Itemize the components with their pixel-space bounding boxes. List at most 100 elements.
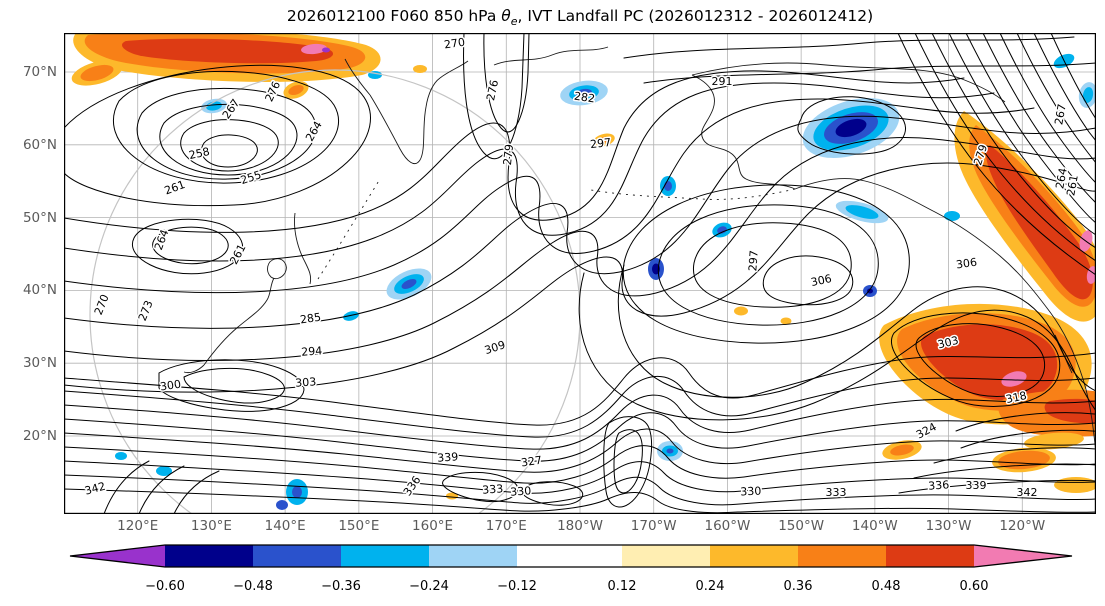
contour-label: 339 xyxy=(437,450,459,464)
colorbar-tick-label: 0.60 xyxy=(960,579,989,594)
coastlines xyxy=(183,46,1096,458)
shade-region xyxy=(322,47,330,53)
colorbar-tick-label: −0.60 xyxy=(145,579,185,594)
y-tick-label: 40°N xyxy=(22,282,57,299)
shade-region xyxy=(890,444,914,456)
shade-region xyxy=(292,486,302,498)
coastline-kyushu xyxy=(183,364,205,374)
colorbar-segment xyxy=(253,545,341,567)
shade-region xyxy=(1001,371,1027,387)
contour-label: 294 xyxy=(301,344,323,358)
contour-label: 255 xyxy=(239,168,263,187)
contour-lines xyxy=(64,33,1096,514)
title-theta-symbol: θ xyxy=(501,7,511,25)
x-tick-label: 130°E xyxy=(190,518,232,534)
map-border xyxy=(64,33,1096,514)
colorbar-tick-label: −0.48 xyxy=(233,579,273,594)
x-tick-label: 160°W xyxy=(704,518,751,534)
colorbar-tick-label: 0.48 xyxy=(872,579,901,594)
colorbar-segment xyxy=(886,545,974,567)
shade-region xyxy=(717,226,727,234)
y-tick-label: 30°N xyxy=(22,355,57,372)
x-tick-label: 150°W xyxy=(778,518,825,534)
colorbar-tick-label: −0.12 xyxy=(497,579,537,594)
contour-label: 327 xyxy=(520,454,543,470)
colorbar-tick-label: −0.24 xyxy=(409,579,449,594)
contour-label: 264 xyxy=(1053,167,1069,190)
contour-label: 303 xyxy=(295,375,317,389)
colorbar-segment xyxy=(517,545,622,567)
contour-label: 285 xyxy=(299,311,322,327)
contour-label: 297 xyxy=(746,250,760,272)
contour-label: 330 xyxy=(740,484,762,498)
shade-region xyxy=(986,145,1093,300)
contour-label: 261 xyxy=(163,178,187,197)
x-tick-label: 170°W xyxy=(630,518,677,534)
contour-label: 309 xyxy=(483,338,507,357)
contour-label: 261 xyxy=(1064,174,1080,197)
colorbar-segment xyxy=(710,545,798,567)
contour-label: 342 xyxy=(1017,486,1038,499)
x-tick-label: 170°E xyxy=(485,518,527,534)
shade-region xyxy=(576,88,592,98)
coastline-siberia-north xyxy=(439,60,469,79)
contour-label: 318 xyxy=(1005,389,1028,406)
x-tick-label: 160°E xyxy=(412,518,454,534)
shade-region xyxy=(1082,87,1094,103)
shade-region xyxy=(666,448,674,454)
shade-region xyxy=(1044,398,1096,424)
coastline-kamchatka xyxy=(369,77,441,164)
colorbar-extend-low xyxy=(70,545,165,567)
contour-label: 258 xyxy=(188,145,211,162)
shade-region xyxy=(835,118,867,138)
colorbar: −0.60 −0.48 −0.36 −0.24 −0.12 0.12 0.24 0.36 0.4… xyxy=(69,544,1073,594)
contour-label: 333 xyxy=(826,486,847,499)
shade-region xyxy=(115,452,127,460)
contour-label: 333 xyxy=(482,482,504,496)
contour-label: 291 xyxy=(712,75,733,88)
shade-region xyxy=(664,181,672,191)
shade-region xyxy=(343,311,359,321)
contour-label: 276 xyxy=(262,79,283,104)
shade-region xyxy=(401,279,417,289)
colorbar-tick-label: −0.36 xyxy=(321,579,361,594)
shade-region xyxy=(413,65,427,73)
contour-label: 324 xyxy=(914,420,939,441)
contour-label: 336 xyxy=(928,478,950,492)
shade-region xyxy=(598,136,610,144)
shade-region xyxy=(944,211,960,221)
contour-label: 306 xyxy=(810,272,833,289)
x-tick-label: 180°W xyxy=(557,518,603,534)
x-tick-label: 140°E xyxy=(264,518,306,534)
coastline-hokkaido xyxy=(267,258,287,280)
colorbar-segment xyxy=(429,545,517,567)
contour-label: 267 xyxy=(1052,103,1068,126)
coastline-alaska xyxy=(691,74,1096,458)
contour-label: 261 xyxy=(227,242,248,267)
coastline-siberia xyxy=(344,58,371,96)
shade-region xyxy=(156,466,172,476)
contour-label: 342 xyxy=(83,480,107,498)
colorbar-tick-label: 0.24 xyxy=(696,579,725,594)
y-tick-label: 50°N xyxy=(22,209,57,226)
y-tick-label: 70°N xyxy=(22,64,57,80)
x-tick-label: 120°W xyxy=(999,518,1046,534)
title-prefix: 2026012100 F060 850 hPa xyxy=(286,7,502,25)
x-tick-label: 140°W xyxy=(851,518,898,534)
shade-region xyxy=(780,317,792,325)
coastline-sakhalin xyxy=(294,212,312,285)
contour-label: 339 xyxy=(966,479,987,492)
contour-label: 282 xyxy=(573,90,596,106)
colorbar-tick-label: 0.36 xyxy=(784,579,813,594)
shading-regions xyxy=(71,33,1096,510)
contour-label: 270 xyxy=(443,36,466,52)
x-tick-label: 150°E xyxy=(338,518,380,534)
coastline-japan xyxy=(203,277,275,366)
contour-label: 264 xyxy=(303,119,325,144)
shade-region xyxy=(301,43,327,55)
colorbar-tick-label: 0.12 xyxy=(608,579,637,594)
range-circle xyxy=(89,69,581,514)
contour-label: 300 xyxy=(159,378,182,394)
colorbar-segment xyxy=(341,545,429,567)
x-tick-label: 120°E xyxy=(117,518,159,534)
